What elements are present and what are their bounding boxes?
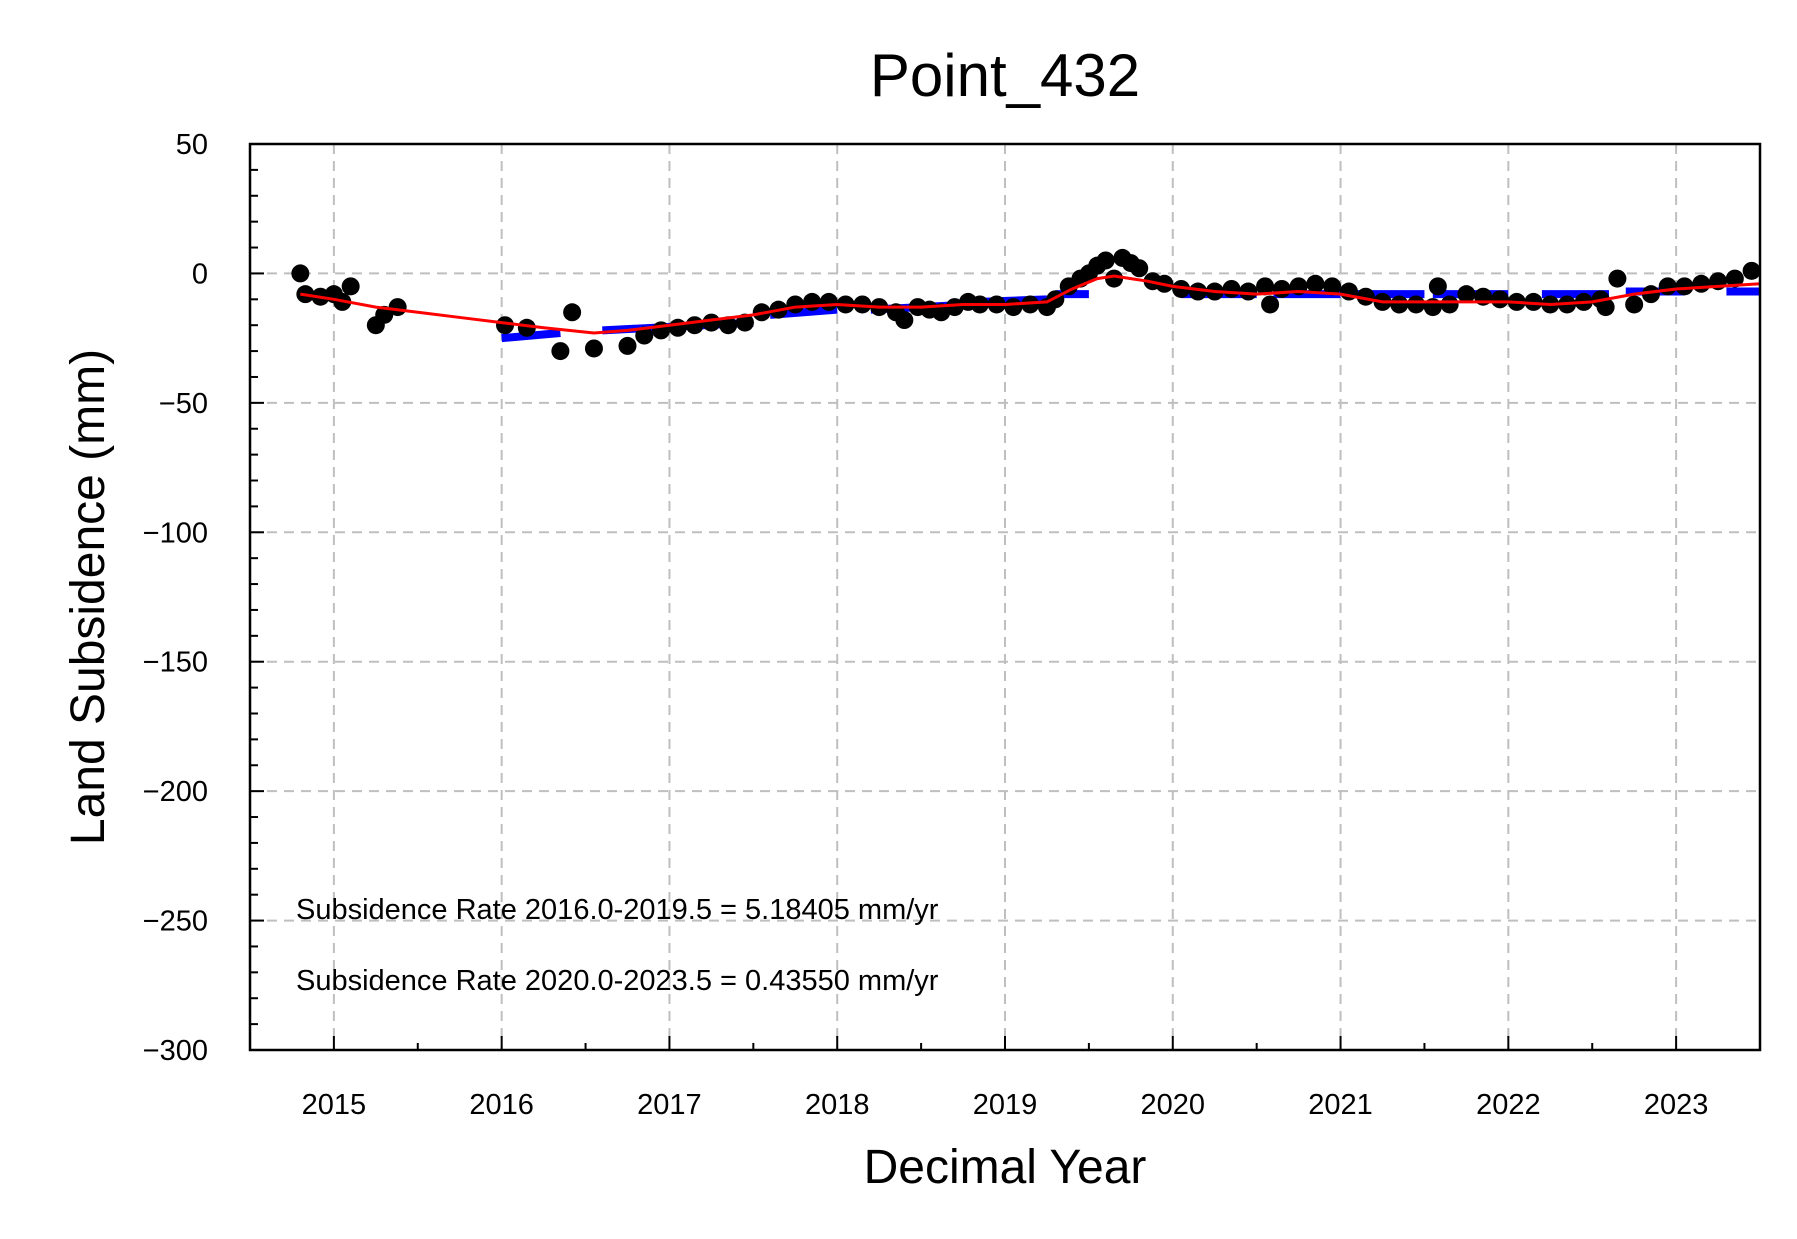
observation-point <box>1105 269 1124 288</box>
observation-point <box>1407 295 1426 314</box>
observation-point <box>668 318 687 337</box>
observation-point <box>1356 287 1375 306</box>
observation-point <box>1608 269 1627 288</box>
observation-point <box>786 295 805 314</box>
observation-point <box>1641 285 1660 304</box>
x-tick-label: 2022 <box>1476 1089 1541 1121</box>
x-tick-label: 2015 <box>302 1089 367 1121</box>
observation-point <box>1390 295 1409 314</box>
observation-point <box>1428 277 1447 296</box>
observation-point <box>1675 277 1694 296</box>
observation-point <box>1222 279 1241 298</box>
observation-point <box>719 316 738 335</box>
annotation-rate-2020-2023: Subsidence Rate 2020.0-2023.5 = 0.43550 … <box>296 965 939 997</box>
y-tick-label: −200 <box>143 776 208 808</box>
observation-point <box>1742 261 1761 280</box>
observation-point <box>735 313 754 332</box>
observation-point <box>341 277 360 296</box>
observation-point <box>1440 295 1459 314</box>
chart-title: Point_432 <box>870 42 1140 109</box>
observation-point <box>291 264 310 283</box>
observation-point <box>1130 259 1149 278</box>
y-tick-label: 0 <box>192 258 208 290</box>
observation-point <box>375 305 394 324</box>
y-tick-label: 50 <box>176 129 208 161</box>
x-tick-label: 2019 <box>973 1089 1038 1121</box>
observation-point <box>563 303 582 322</box>
x-tick-label: 2023 <box>1644 1089 1709 1121</box>
x-tick-label: 2021 <box>1308 1089 1373 1121</box>
observation-point <box>1256 277 1275 296</box>
y-tick-label: −100 <box>143 517 208 549</box>
observation-point <box>1261 295 1280 314</box>
x-tick-label: 2018 <box>805 1089 870 1121</box>
observation-point <box>496 316 515 335</box>
observation-point <box>551 342 570 361</box>
observation-point <box>803 292 822 311</box>
observation-point <box>1004 298 1023 317</box>
x-tick-label: 2017 <box>637 1089 702 1121</box>
observation-point <box>388 298 407 317</box>
y-tick-label: −150 <box>143 647 208 679</box>
annotation-rate-2016-2019: Subsidence Rate 2016.0-2019.5 = 5.18405 … <box>296 894 939 926</box>
observation-point <box>853 295 872 314</box>
fit-line <box>300 274 1761 335</box>
y-tick-label: −250 <box>143 906 208 938</box>
fit-curve <box>300 274 1761 335</box>
grid <box>250 144 1760 1050</box>
observation-point <box>1306 274 1325 293</box>
observation-point <box>1625 295 1644 314</box>
observation-point <box>1272 279 1291 298</box>
observation-point <box>1596 298 1615 317</box>
y-axis-title: Land Subsidence (mm) <box>62 349 115 845</box>
observation-point <box>618 336 637 355</box>
observation-point <box>1692 274 1711 293</box>
observation-point <box>584 339 603 358</box>
observation-point <box>1725 269 1744 288</box>
observation-point <box>1490 290 1509 309</box>
x-tick-label: 2020 <box>1141 1089 1206 1121</box>
observation-point <box>517 318 536 337</box>
observation-point <box>635 326 654 345</box>
x-axis-title: Decimal Year <box>864 1141 1147 1194</box>
observation-point <box>1457 285 1476 304</box>
observation-point <box>1172 279 1191 298</box>
y-tick-label: −300 <box>143 1035 208 1067</box>
y-tick-label: −50 <box>159 388 208 420</box>
observation-point <box>819 292 838 311</box>
observation-point <box>1524 292 1543 311</box>
observation-point <box>1096 251 1115 270</box>
observation-point <box>685 316 704 335</box>
observation-point <box>1658 277 1677 296</box>
observation-point <box>1323 277 1342 296</box>
observation-point <box>702 313 721 332</box>
observation-point <box>1188 282 1207 301</box>
observation-point <box>1239 282 1258 301</box>
observation-point <box>895 311 914 330</box>
x-tick-label: 2016 <box>469 1089 534 1121</box>
axis-ticks: 2015 2016 2017 2018 2019 2020 2021 2022 2023 50 0 −… <box>143 129 1761 1121</box>
observation-point <box>1021 295 1040 314</box>
